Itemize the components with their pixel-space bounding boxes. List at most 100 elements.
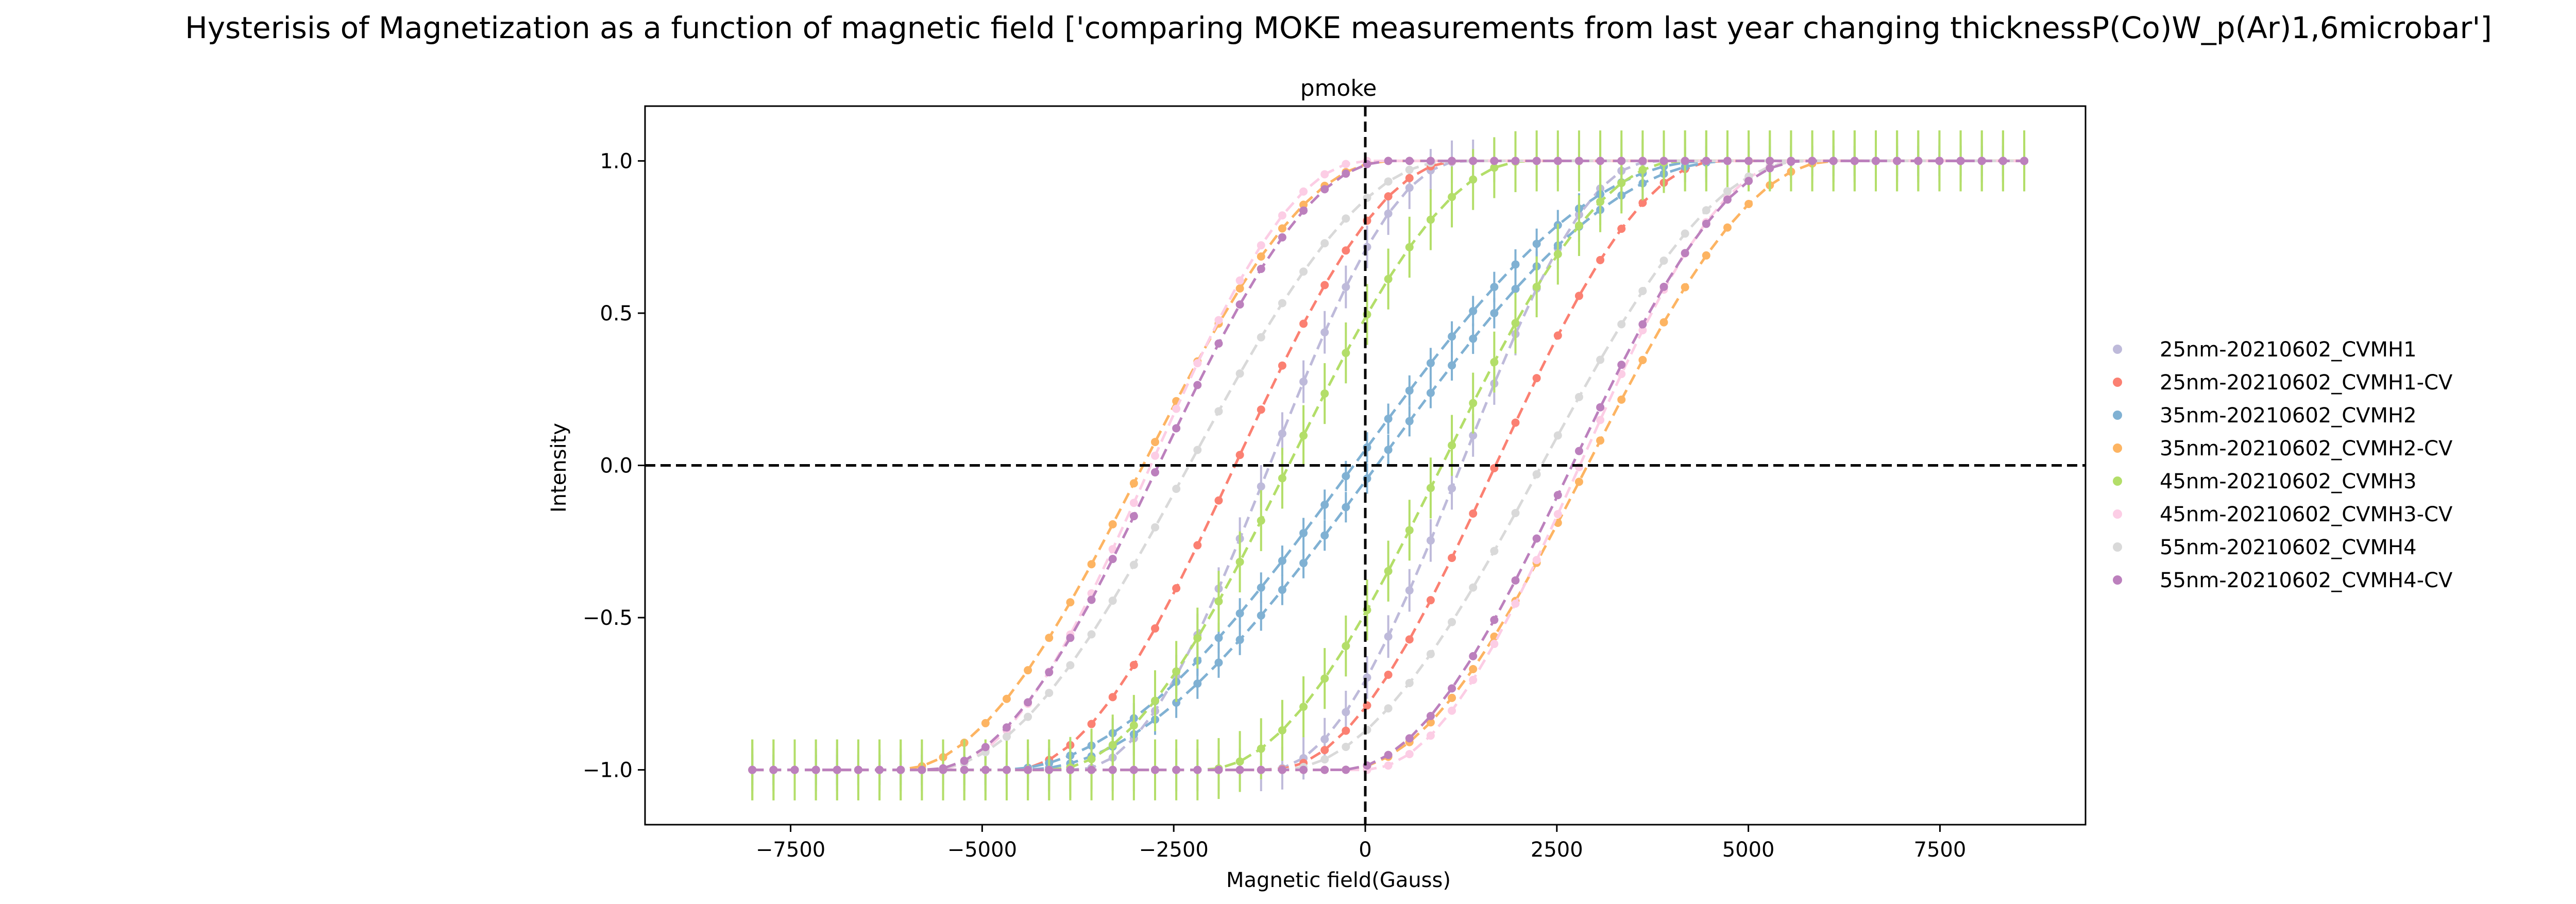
data-point [1596,355,1605,364]
data-point [1702,219,1710,228]
data-point [1426,712,1435,721]
data-point [896,765,905,774]
data-point [960,757,969,765]
data-point [1151,451,1160,460]
legend-marker [2113,444,2122,453]
data-point [1638,355,1647,364]
data-point [1469,175,1478,184]
data-point [1045,765,1054,774]
data-point [1617,225,1626,233]
data-point [1596,157,1605,165]
data-point [1299,267,1308,276]
data-point [1045,668,1054,677]
data-point [1257,516,1265,525]
data-point [1320,185,1329,194]
x-tick-label: −2500 [1139,838,1209,862]
data-point [1320,531,1329,540]
legend-marker [2113,542,2122,552]
data-point [1744,199,1753,208]
x-tick-label: 0 [1359,838,1371,862]
data-point [1617,361,1626,369]
data-point [1108,741,1117,749]
data-point [1448,554,1456,562]
data-point [1511,508,1520,517]
data-point [1384,209,1393,218]
data-point [1384,415,1393,423]
data-point [875,765,884,774]
data-point [1681,157,1689,165]
data-point [1002,694,1011,703]
data-point [1469,509,1478,518]
data-point [1426,484,1435,492]
data-point [1151,624,1160,633]
data-point [1172,698,1181,707]
data-point [918,765,926,774]
series-55nm-20210602_CVMH4-CV [748,157,2029,774]
data-point [1426,388,1435,397]
data-point [1342,503,1350,511]
data-point [1871,157,1880,165]
data-point [1214,658,1223,667]
data-point [1448,441,1456,450]
data-point [1405,417,1414,425]
data-point [1448,706,1456,715]
data-point [1808,157,1817,165]
data-point [1066,765,1075,774]
data-point [1384,446,1393,454]
data-point [1172,424,1181,433]
data-point [1405,157,1414,165]
data-point [1766,157,1774,165]
data-point [1574,221,1583,230]
data-point [1257,765,1265,774]
data-point [1342,642,1350,651]
data-point [1342,160,1350,168]
data-point [1384,704,1393,713]
data-point [1681,229,1689,238]
data-point [1469,157,1478,165]
y-tick-label: −1.0 [583,759,633,782]
data-point [1532,282,1541,291]
legend-entry: 35nm-20210602_CVMH2 [2160,404,2417,428]
data-point [1596,197,1605,206]
data-point [1172,484,1181,493]
data-point [1235,276,1244,285]
data-point [1278,299,1286,308]
data-point [1511,599,1520,608]
data-point [1278,586,1286,594]
data-point [1384,671,1393,679]
data-point [1469,675,1478,684]
data-point [1129,512,1138,521]
data-point [1214,765,1223,774]
data-point [1532,157,1541,165]
data-point [1320,765,1329,774]
data-point [1490,283,1499,292]
data-point [1723,187,1732,196]
data-point [1024,765,1032,774]
data-point [1744,157,1753,165]
data-point [1320,735,1329,744]
data-point [1320,389,1329,398]
data-point [1257,264,1265,273]
data-point [1426,536,1435,545]
y-tick-label: −0.5 [583,606,633,630]
data-point [1638,157,1647,165]
data-point [1342,742,1350,751]
data-point [1214,407,1223,416]
data-point [1129,721,1138,730]
data-point [1553,157,1562,165]
data-point [1511,319,1520,328]
data-point [1299,528,1308,537]
data-point [1659,157,1668,165]
data-point [1342,765,1350,774]
data-point [1553,510,1562,519]
data-point [1998,157,2007,165]
data-point [1278,556,1286,565]
data-point [1129,765,1138,774]
data-point [1914,157,1923,165]
x-tick-label: −5000 [947,838,1017,862]
data-point [1829,157,1838,165]
data-point [1553,431,1562,440]
data-point [1511,576,1520,585]
data-point [1193,359,1202,368]
data-point [1108,545,1117,554]
